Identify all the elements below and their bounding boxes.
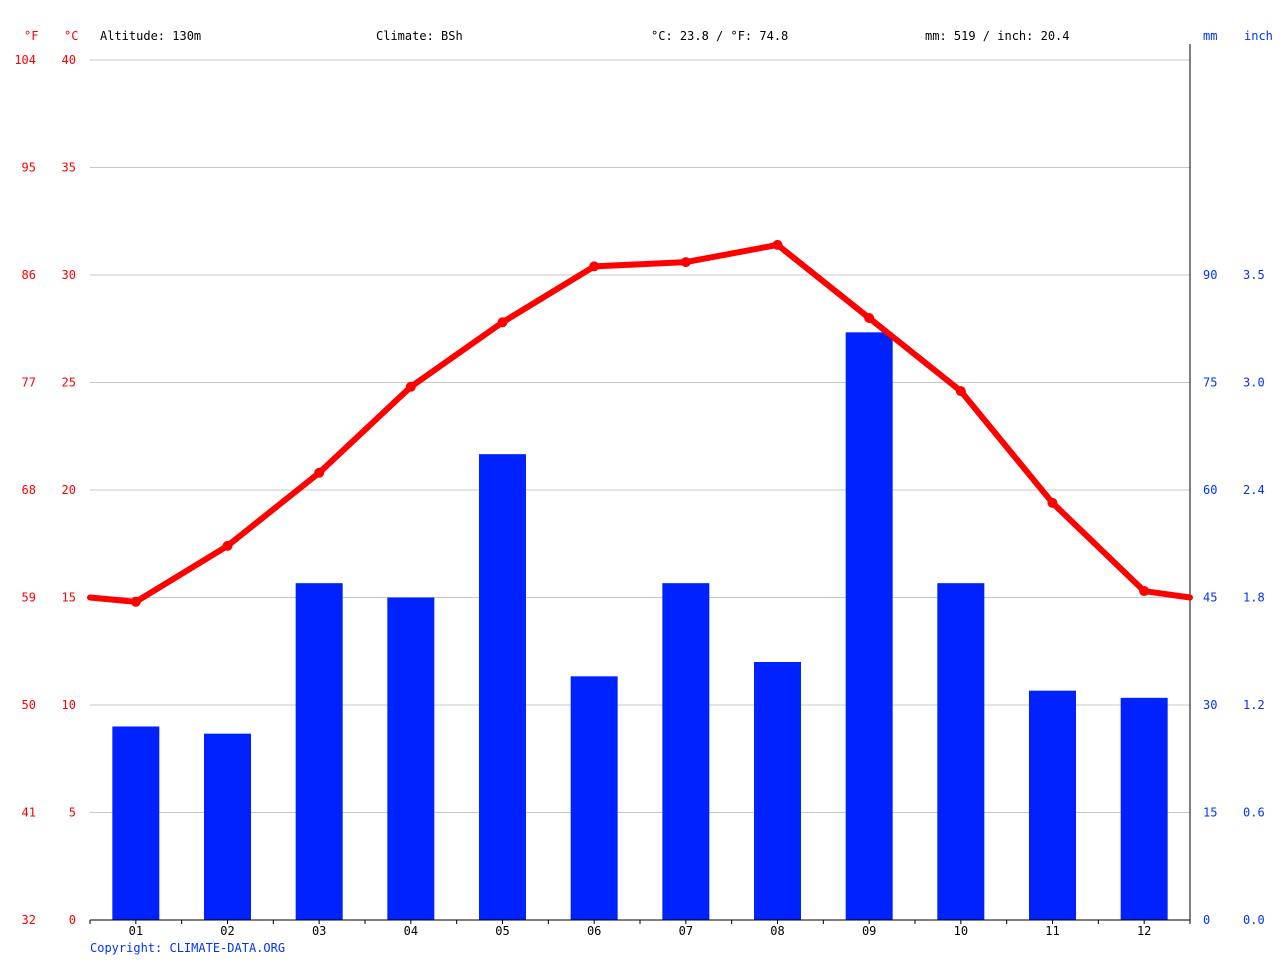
temperature-point	[314, 467, 325, 478]
precipitation-bar	[295, 583, 343, 920]
celsius-tick-label: 35	[62, 161, 76, 175]
tick-labels: 0 32 5 41 10 50 15 59 20 68 25 77 30 86 35 95 40 104 0 0.0 1…	[14, 53, 1264, 938]
month-tick-label: 12	[1137, 924, 1151, 938]
inch-tick-label: 0.6	[1243, 806, 1265, 820]
fahrenheit-tick-label: 50	[22, 698, 36, 712]
fahrenheit-tick-label: 77	[22, 376, 36, 390]
precipitation-bar	[1029, 690, 1076, 920]
temperature-point	[222, 540, 233, 551]
precipitation-bar	[662, 583, 710, 920]
month-tick-label: 04	[404, 924, 418, 938]
temperature-point	[1139, 586, 1150, 597]
month-tick-label: 10	[954, 924, 968, 938]
temperature-line	[87, 239, 1193, 607]
inch-tick-label: 0.0	[1243, 913, 1265, 927]
fahrenheit-tick-label: 32	[22, 913, 36, 927]
temperature-point	[130, 596, 141, 607]
mm-tick-label: 30	[1203, 698, 1217, 712]
celsius-tick-label: 15	[62, 591, 76, 605]
celsius-tick-label: 5	[69, 806, 76, 820]
precipitation-bar	[387, 597, 435, 920]
celsius-tick-label: 40	[62, 53, 76, 67]
inch-tick-label: 1.8	[1243, 591, 1265, 605]
temperature-point	[864, 313, 875, 323]
temperature-point	[405, 381, 416, 392]
mm-tick-label: 90	[1203, 268, 1217, 282]
celsius-tick-label: 20	[62, 483, 76, 497]
celsius-tick-label: 30	[62, 268, 76, 282]
precipitation-bar	[845, 332, 893, 920]
altitude-label: Altitude: 130m	[100, 29, 201, 43]
climate-label: Climate: BSh	[376, 29, 463, 43]
inch-tick-label: 1.2	[1243, 698, 1265, 712]
precipitation-bar	[937, 583, 985, 920]
fahrenheit-tick-label: 86	[22, 268, 36, 282]
axes	[89, 44, 1191, 924]
precipitation-bar	[112, 726, 160, 920]
fahrenheit-tick-label: 95	[22, 161, 36, 175]
copyright-link[interactable]: Copyright: CLIMATE-DATA.ORG	[90, 941, 285, 955]
temperature-point	[680, 257, 691, 268]
precipitation-bars	[112, 332, 1168, 920]
mm-unit-label: mm	[1203, 29, 1217, 43]
temperature-point	[955, 386, 966, 397]
month-tick-label: 06	[587, 924, 601, 938]
temperature-point	[1047, 497, 1058, 508]
inch-tick-label: 3.0	[1243, 376, 1265, 390]
mm-tick-label: 15	[1203, 806, 1217, 820]
celsius-tick-label: 10	[62, 698, 76, 712]
month-tick-label: 05	[495, 924, 509, 938]
inch-tick-label: 2.4	[1243, 483, 1265, 497]
temperature-average-label: °C: 23.8 / °F: 74.8	[651, 29, 788, 43]
month-tick-label: 02	[220, 924, 234, 938]
fahrenheit-tick-label: 59	[22, 591, 36, 605]
temperature-point	[772, 239, 783, 250]
celsius-unit-label: °C	[64, 29, 78, 43]
temperature-line-path	[87, 241, 1193, 605]
temperature-point	[589, 261, 600, 272]
precipitation-bar	[204, 733, 251, 920]
fahrenheit-tick-label: 68	[22, 483, 36, 497]
precipitation-total-label: mm: 519 / inch: 20.4	[925, 29, 1070, 43]
fahrenheit-unit-label: °F	[24, 29, 38, 43]
precipitation-bar	[479, 454, 526, 920]
month-tick-label: 11	[1045, 924, 1059, 938]
fahrenheit-tick-label: 41	[22, 806, 36, 820]
mm-tick-label: 75	[1203, 376, 1217, 390]
mm-tick-label: 0	[1203, 913, 1210, 927]
precipitation-bar	[754, 662, 801, 920]
month-tick-label: 08	[770, 924, 784, 938]
inch-tick-label: 3.5	[1243, 268, 1265, 282]
precipitation-bar	[1120, 697, 1168, 920]
gridlines	[90, 59, 1190, 813]
inch-unit-label: inch	[1244, 29, 1273, 43]
month-tick-label: 01	[129, 924, 143, 938]
celsius-tick-label: 25	[62, 376, 76, 390]
month-tick-label: 07	[679, 924, 693, 938]
mm-tick-label: 45	[1203, 591, 1217, 605]
month-tick-label: 09	[862, 924, 876, 938]
celsius-tick-label: 0	[69, 913, 76, 927]
month-tick-label: 03	[312, 924, 326, 938]
temperature-point	[497, 317, 508, 328]
mm-tick-label: 60	[1203, 483, 1217, 497]
fahrenheit-tick-label: 104	[14, 53, 36, 67]
precipitation-bar	[570, 676, 618, 920]
